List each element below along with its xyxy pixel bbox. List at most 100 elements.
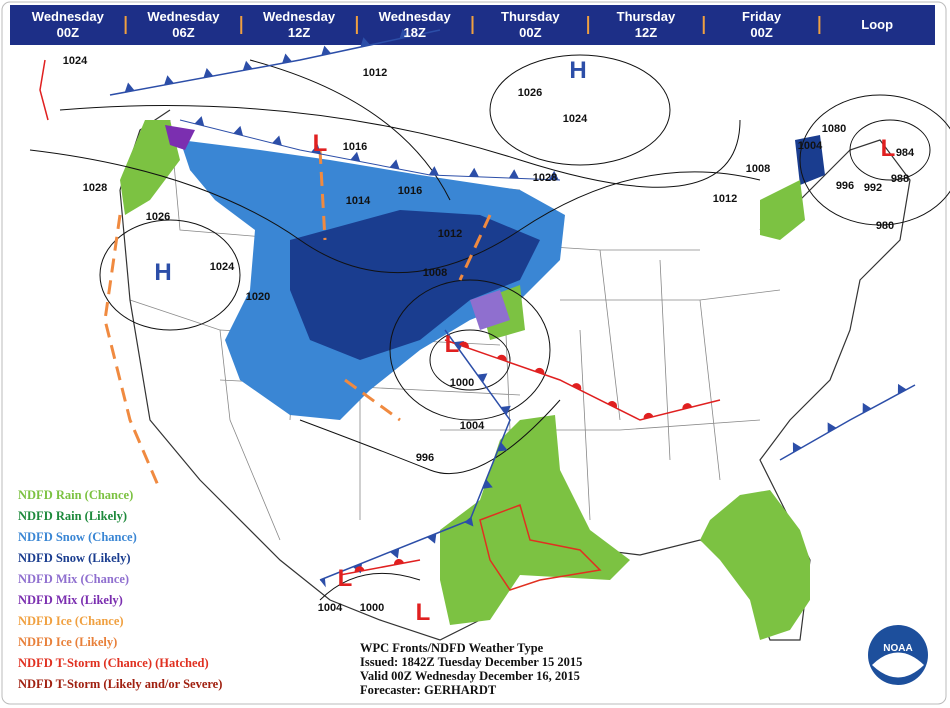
low-center: L bbox=[338, 565, 353, 592]
mix-chance-area bbox=[470, 290, 510, 330]
isobar bbox=[489, 54, 671, 166]
info-forecaster: Forecaster: GERHARDT bbox=[360, 683, 497, 697]
isobar bbox=[29, 59, 761, 601]
tab-time[interactable]: 00Z bbox=[750, 25, 772, 40]
precipitation bbox=[120, 120, 825, 640]
isobar-label: 1012 bbox=[363, 67, 387, 79]
isobar-label: 1012 bbox=[713, 193, 737, 205]
isobar-label: 988 bbox=[891, 173, 909, 185]
front-triangle bbox=[548, 170, 559, 180]
tab-day[interactable]: Wednesday bbox=[263, 9, 336, 24]
front-semicircle bbox=[534, 367, 545, 375]
front-triangle bbox=[272, 135, 282, 146]
legend-entry: NDFD T-Storm (Chance) (Hatched) bbox=[18, 656, 209, 670]
front-semicircle bbox=[354, 566, 365, 573]
front-triangle bbox=[360, 37, 371, 48]
low-center: L bbox=[445, 331, 460, 358]
isobar-label: 1020 bbox=[246, 291, 270, 303]
legend-entry: NDFD Mix (Likely) bbox=[18, 593, 123, 607]
isobar-label: 1014 bbox=[346, 195, 371, 207]
isobar-label: 1024 bbox=[563, 113, 588, 125]
fronts bbox=[109, 28, 916, 588]
tab-time[interactable]: 06Z bbox=[172, 25, 194, 40]
front-triangle bbox=[427, 533, 437, 544]
cold-front bbox=[109, 29, 441, 96]
tab-label[interactable]: Loop bbox=[861, 17, 893, 32]
isobar bbox=[799, 94, 950, 226]
isobar-label: 992 bbox=[864, 182, 882, 194]
isobar-label: 1028 bbox=[533, 172, 557, 184]
isobar-label: 1080 bbox=[822, 123, 846, 135]
front-triangle bbox=[897, 383, 907, 395]
legend-entry: NDFD T-Storm (Likely and/or Severe) bbox=[18, 677, 222, 691]
nav-tab[interactable]: Loop bbox=[861, 17, 893, 32]
tab-day[interactable]: Thursday bbox=[617, 9, 676, 24]
isobar-label: 1004 bbox=[318, 602, 343, 614]
nav-tabs[interactable]: Wednesday00ZWednesday06ZWednesday12ZWedn… bbox=[32, 9, 893, 40]
legend: NDFD Rain (Chance) NDFD Rain (Likely) NDFD… bbox=[18, 488, 222, 691]
front-triangle bbox=[350, 151, 361, 162]
legend-entry: NDFD Ice (Chance) bbox=[18, 614, 124, 628]
logo-bird bbox=[872, 652, 924, 678]
front-triangle bbox=[282, 53, 292, 64]
front-triangle bbox=[508, 169, 519, 179]
tab-time[interactable]: 00Z bbox=[57, 25, 79, 40]
tab-day[interactable]: Wednesday bbox=[32, 9, 105, 24]
noaa-logo: NOAA bbox=[868, 625, 928, 685]
rain-chance-area bbox=[760, 180, 805, 240]
isobar-label: 1026 bbox=[146, 211, 170, 223]
tab-day[interactable]: Friday bbox=[742, 9, 782, 24]
isobars bbox=[29, 54, 950, 601]
tab-time[interactable]: 18Z bbox=[403, 25, 425, 40]
isobar-label: 1028 bbox=[83, 182, 107, 194]
low-center: L bbox=[881, 135, 896, 162]
low-center: L bbox=[416, 599, 431, 626]
tab-day[interactable]: Thursday bbox=[501, 9, 560, 24]
rain-chance-area bbox=[120, 120, 180, 215]
isobar-label: 1000 bbox=[450, 377, 474, 389]
tab-day[interactable]: Wednesday bbox=[379, 9, 452, 24]
isobar-label: 1016 bbox=[343, 141, 367, 153]
info-box: WPC Fronts/NDFD Weather Type Issued: 184… bbox=[360, 641, 582, 697]
logo-text: NOAA bbox=[883, 643, 912, 654]
tab-time[interactable]: 12Z bbox=[635, 25, 657, 40]
info-issued: Issued: 1842Z Tuesday December 15 2015 bbox=[360, 655, 582, 669]
tab-day[interactable]: Wednesday bbox=[147, 9, 220, 24]
front-triangle bbox=[242, 60, 253, 71]
low-center: L bbox=[313, 130, 328, 157]
front-triangle bbox=[203, 68, 214, 78]
front-semicircle bbox=[393, 558, 404, 565]
trough bbox=[103, 149, 492, 491]
front-triangle bbox=[124, 82, 135, 93]
isobar bbox=[429, 329, 511, 391]
isobar-label: 1008 bbox=[423, 267, 447, 279]
front-semicircle bbox=[459, 341, 469, 349]
front-triangle bbox=[428, 166, 439, 176]
isobar-label: 1012 bbox=[438, 228, 462, 240]
front-semicircle bbox=[607, 401, 618, 409]
isobar-label: 980 bbox=[876, 220, 894, 232]
isobar-label: 996 bbox=[836, 180, 854, 192]
map-labels: 1024 1012 1026 1024 1016 1080 1004 984 1008 996 99… bbox=[63, 55, 915, 626]
tab-time[interactable]: 00Z bbox=[519, 25, 541, 40]
tab-time[interactable]: 12Z bbox=[288, 25, 310, 40]
front-triangle bbox=[497, 442, 508, 452]
front-triangle bbox=[862, 402, 872, 414]
front-semicircle bbox=[496, 354, 507, 362]
front-semicircle bbox=[643, 412, 654, 420]
front-triangle bbox=[389, 548, 400, 559]
legend-entry: NDFD Snow (Likely) bbox=[18, 551, 131, 565]
front-triangle bbox=[477, 373, 488, 383]
isobar-label: 1024 bbox=[210, 261, 235, 273]
front bbox=[39, 59, 49, 121]
info-valid: Valid 00Z Wednesday December 16, 2015 bbox=[360, 669, 580, 683]
